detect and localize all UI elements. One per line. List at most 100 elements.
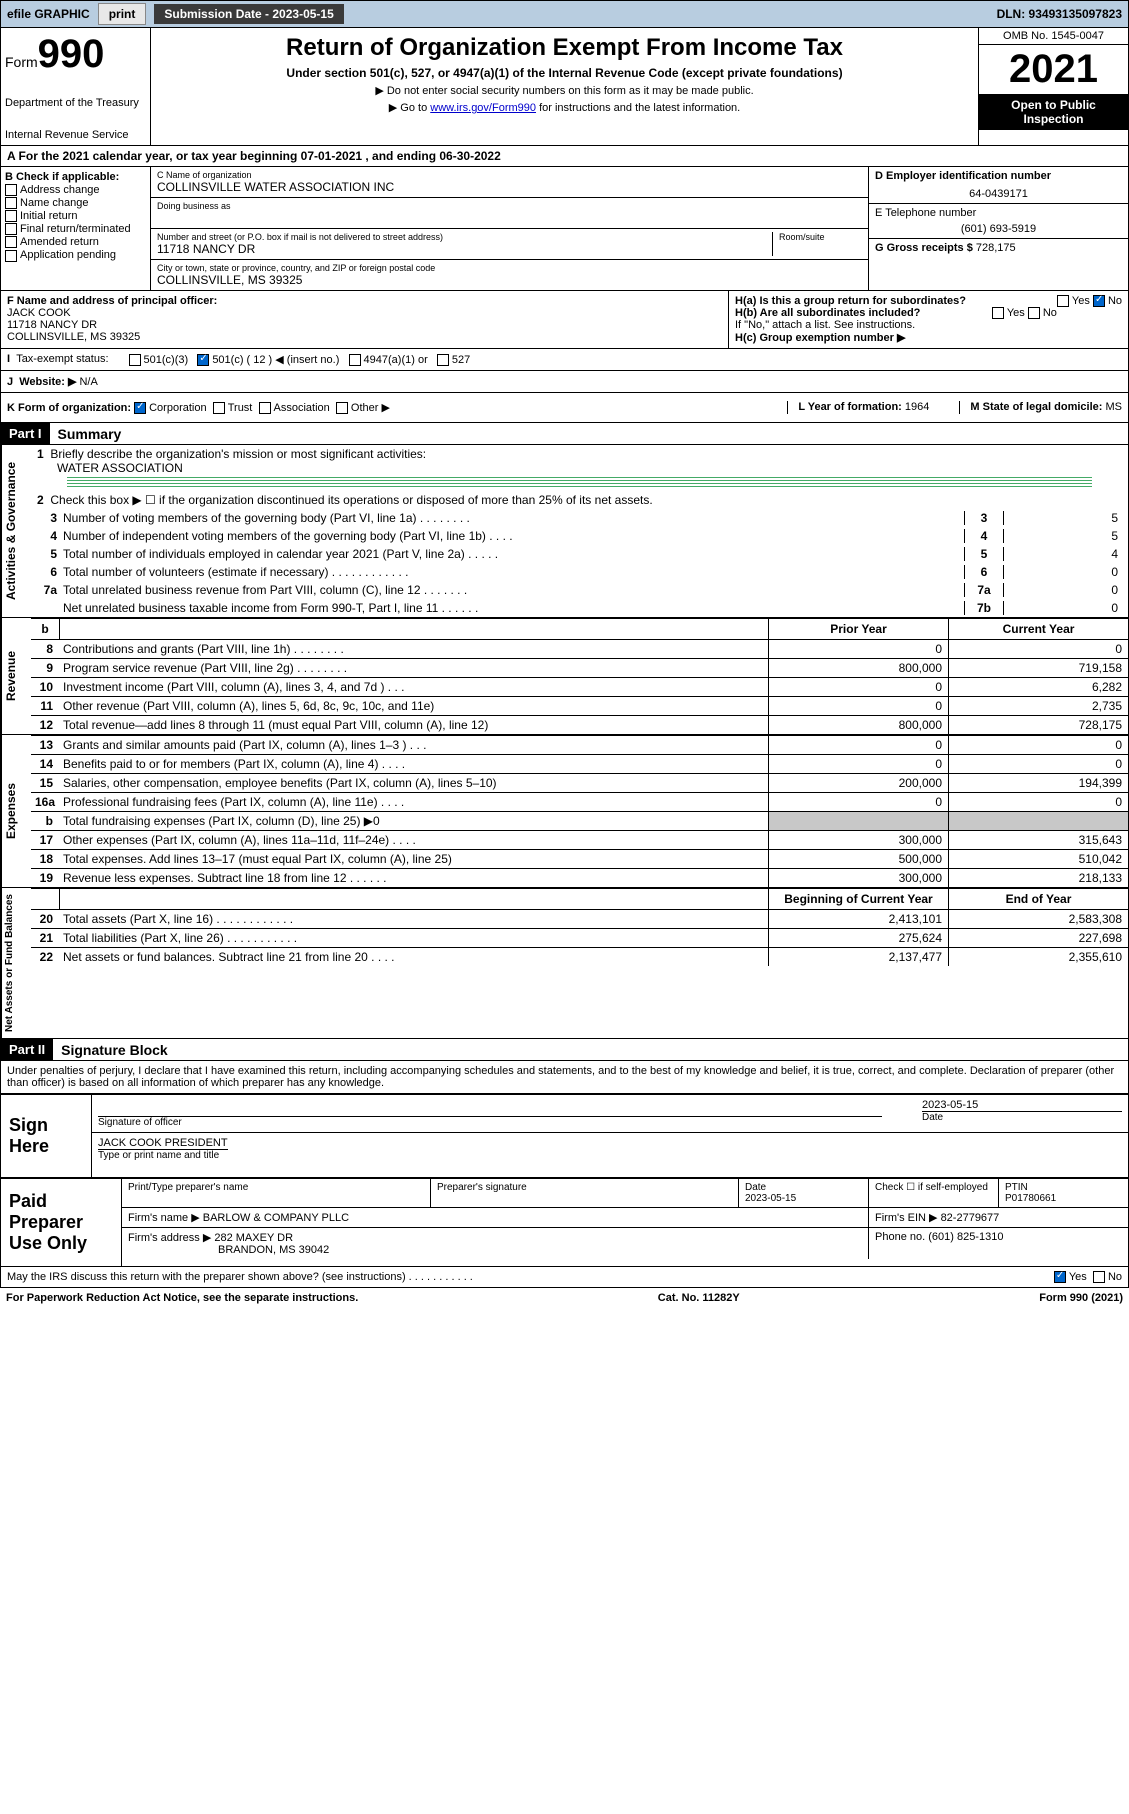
ptin: P01780661 bbox=[1005, 1193, 1056, 1204]
q1: Briefly describe the organization's miss… bbox=[50, 447, 426, 461]
phone-label: E Telephone number bbox=[875, 207, 976, 219]
summary-gov: Activities & Governance 1 Briefly descri… bbox=[0, 445, 1129, 618]
ha-label: H(a) Is this a group return for subordin… bbox=[735, 295, 966, 307]
prep-name-label: Print/Type preparer's name bbox=[122, 1179, 430, 1207]
sum-line: 5Total number of individuals employed in… bbox=[31, 545, 1128, 563]
part1-title: Summary bbox=[50, 426, 122, 442]
dln: DLN: 93493135097823 bbox=[997, 7, 1122, 21]
officer-addr: 11718 NANCY DR bbox=[7, 319, 97, 331]
vlabel-gov: Activities & Governance bbox=[1, 445, 31, 617]
year-formation: 1964 bbox=[905, 401, 929, 413]
check-self: Check ☐ if self-employed bbox=[868, 1179, 998, 1207]
cb-amended[interactable]: Amended return bbox=[5, 236, 146, 248]
part2-header: Part II Signature Block bbox=[0, 1039, 1129, 1061]
tax-status-label: Tax-exempt status: bbox=[16, 353, 108, 365]
form-center: Return of Organization Exempt From Incom… bbox=[151, 28, 978, 145]
firm-addr: 282 MAXEY DR bbox=[214, 1232, 293, 1244]
org-name-label: C Name of organization bbox=[157, 170, 862, 180]
cb-initial[interactable]: Initial return bbox=[5, 210, 146, 222]
fin-row: 10Investment income (Part VIII, column (… bbox=[31, 677, 1128, 696]
hc-label: H(c) Group exemption number ▶ bbox=[735, 332, 905, 344]
print-button[interactable]: print bbox=[98, 3, 147, 25]
col-end: End of Year bbox=[948, 889, 1128, 909]
row-a: A For the 2021 calendar year, or tax yea… bbox=[0, 146, 1129, 167]
firm-city: BRANDON, MS 39042 bbox=[128, 1244, 329, 1256]
cb-address[interactable]: Address change bbox=[5, 184, 146, 196]
form-title: Return of Organization Exempt From Incom… bbox=[157, 34, 972, 62]
sig-officer-label: Signature of officer bbox=[98, 1117, 882, 1128]
fin-row: 9Program service revenue (Part VIII, lin… bbox=[31, 658, 1128, 677]
year-formation-label: L Year of formation: bbox=[798, 401, 902, 413]
city-label: City or town, state or province, country… bbox=[157, 263, 862, 273]
fin-row: 19Revenue less expenses. Subtract line 1… bbox=[31, 868, 1128, 887]
footer-right: Form 990 (2021) bbox=[1039, 1292, 1123, 1304]
fin-row: 16aProfessional fundraising fees (Part I… bbox=[31, 792, 1128, 811]
footer-mid: Cat. No. 11282Y bbox=[658, 1292, 740, 1304]
vlabel-rev: Revenue bbox=[1, 618, 31, 734]
vlabel-net: Net Assets or Fund Balances bbox=[1, 888, 31, 1038]
addr-label: Number and street (or P.O. box if mail i… bbox=[157, 232, 772, 242]
fin-row: 22Net assets or fund balances. Subtract … bbox=[31, 947, 1128, 966]
fin-row: bTotal fundraising expenses (Part IX, co… bbox=[31, 811, 1128, 830]
vlabel-exp: Expenses bbox=[1, 735, 31, 887]
dba-label: Doing business as bbox=[157, 201, 862, 211]
firm-name: BARLOW & COMPANY PLLC bbox=[203, 1212, 349, 1224]
state-domicile-label: M State of legal domicile: bbox=[970, 401, 1102, 413]
col-c: C Name of organization COLLINSVILLE WATE… bbox=[151, 167, 868, 290]
sum-line: 3Number of voting members of the governi… bbox=[31, 509, 1128, 527]
footer-left: For Paperwork Reduction Act Notice, see … bbox=[6, 1292, 358, 1304]
org-name: COLLINSVILLE WATER ASSOCIATION INC bbox=[157, 180, 862, 194]
part2-label: Part II bbox=[1, 1039, 53, 1060]
sum-line: 4Number of independent voting members of… bbox=[31, 527, 1128, 545]
cb-final[interactable]: Final return/terminated bbox=[5, 223, 146, 235]
sum-line: Net unrelated business taxable income fr… bbox=[31, 599, 1128, 617]
fin-row: 17Other expenses (Part IX, column (A), l… bbox=[31, 830, 1128, 849]
ein-label: D Employer identification number bbox=[875, 170, 1051, 182]
section-fh: F Name and address of principal officer:… bbox=[0, 291, 1129, 349]
col-curr: Current Year bbox=[948, 619, 1128, 639]
sign-here-label: Sign Here bbox=[1, 1095, 91, 1177]
sum-line: 6Total number of volunteers (estimate if… bbox=[31, 563, 1128, 581]
fin-row: 8Contributions and grants (Part VIII, li… bbox=[31, 639, 1128, 658]
type-name-label: Type or print name and title bbox=[98, 1149, 228, 1161]
sum-line: 7aTotal unrelated business revenue from … bbox=[31, 581, 1128, 599]
officer-label: F Name and address of principal officer: bbox=[7, 295, 217, 307]
row-i: I Tax-exempt status: 501(c)(3) 501(c) ( … bbox=[0, 349, 1129, 371]
hb-note: If "No," attach a list. See instructions… bbox=[735, 319, 1122, 331]
dept-treasury: Department of the Treasury bbox=[5, 97, 146, 109]
col-prior: Prior Year bbox=[768, 619, 948, 639]
ein: 64-0439171 bbox=[875, 188, 1122, 200]
row-j: J Website: ▶ N/A bbox=[0, 371, 1129, 393]
part1-label: Part I bbox=[1, 423, 50, 444]
paid-preparer-label: Paid Preparer Use Only bbox=[1, 1179, 121, 1266]
room-label: Room/suite bbox=[779, 232, 862, 242]
footer: For Paperwork Reduction Act Notice, see … bbox=[0, 1288, 1129, 1308]
phone: (601) 693-5919 bbox=[875, 223, 1122, 235]
cb-pending[interactable]: Application pending bbox=[5, 249, 146, 261]
col-d: D Employer identification number 64-0439… bbox=[868, 167, 1128, 290]
fin-row: 20Total assets (Part X, line 16) . . . .… bbox=[31, 909, 1128, 928]
col-f: F Name and address of principal officer:… bbox=[1, 291, 728, 348]
topbar: efile GRAPHIC print Submission Date - 20… bbox=[0, 0, 1129, 28]
discuss-row: May the IRS discuss this return with the… bbox=[1, 1266, 1128, 1287]
irs-link[interactable]: www.irs.gov/Form990 bbox=[430, 102, 536, 114]
col-h: H(a) Is this a group return for subordin… bbox=[728, 291, 1128, 348]
org-addr: 11718 NANCY DR bbox=[157, 242, 772, 256]
fin-row: 12Total revenue—add lines 8 through 11 (… bbox=[31, 715, 1128, 734]
form-right: OMB No. 1545-0047 2021 Open to Public In… bbox=[978, 28, 1128, 145]
col-begin: Beginning of Current Year bbox=[768, 889, 948, 909]
date-label: Date bbox=[922, 1111, 1122, 1123]
firm-ein: 82-2779677 bbox=[941, 1212, 1000, 1224]
hb-label: H(b) Are all subordinates included? bbox=[735, 307, 920, 319]
declaration: Under penalties of perjury, I declare th… bbox=[1, 1061, 1128, 1093]
form-subtitle: Under section 501(c), 527, or 4947(a)(1)… bbox=[157, 66, 972, 80]
cb-name[interactable]: Name change bbox=[5, 197, 146, 209]
form-left: Form990 Department of the Treasury Inter… bbox=[1, 28, 151, 145]
fin-row: 21Total liabilities (Part X, line 26) . … bbox=[31, 928, 1128, 947]
website-label: Website: ▶ bbox=[19, 376, 76, 388]
open-public: Open to Public Inspection bbox=[979, 94, 1128, 130]
row-k: K Form of organization: Corporation Trus… bbox=[0, 393, 1129, 423]
form-number: 990 bbox=[38, 32, 105, 76]
fin-row: 13Grants and similar amounts paid (Part … bbox=[31, 735, 1128, 754]
officer-city: COLLINSVILLE, MS 39325 bbox=[7, 331, 140, 343]
